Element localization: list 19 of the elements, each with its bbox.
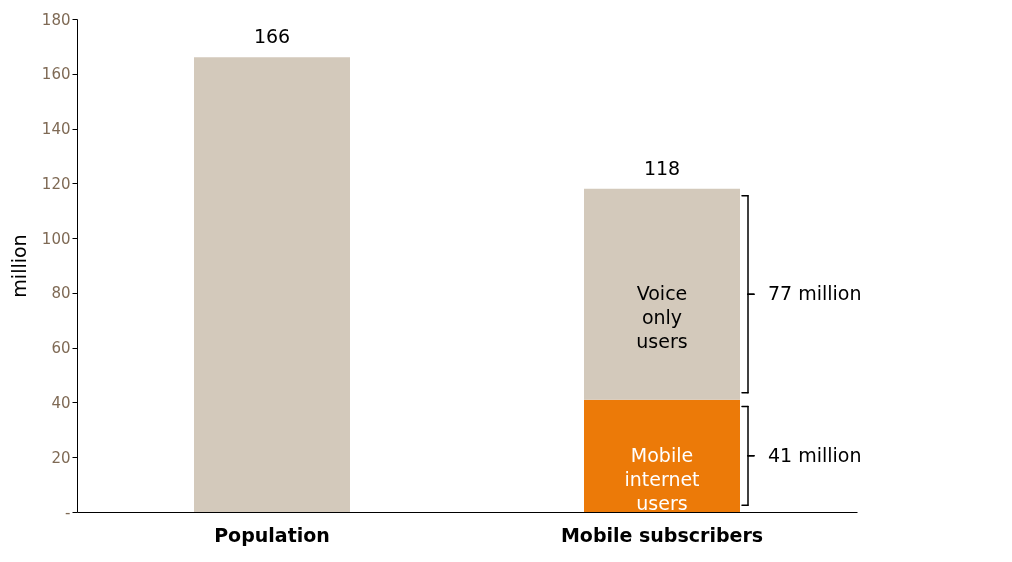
y-tick-label: 20 (51, 448, 71, 467)
y-tick-label: 100 (41, 229, 71, 248)
annotation: 77 million (768, 282, 862, 305)
series-label: Voice only users (636, 282, 688, 353)
x-tick-label: Population (214, 523, 330, 546)
y-tick-label: 60 (51, 339, 71, 358)
annotation: 41 million (768, 443, 862, 466)
y-tick-label: 180 (41, 10, 71, 29)
x-tick-label: Mobile subscribers (560, 523, 764, 546)
y-tick-label: 140 (41, 120, 71, 139)
series-label: Mobile internet users (624, 443, 700, 514)
y-tick-label: 40 (51, 393, 71, 412)
y-axis-title: million (7, 234, 30, 298)
y-tick-label: 160 (41, 65, 71, 84)
y-tick-label: 120 (41, 174, 71, 193)
total-label: 118 (643, 156, 681, 179)
y-tick-label: - (65, 503, 71, 522)
y-tick-label: 80 (51, 284, 71, 303)
total-label: 166 (253, 25, 291, 48)
